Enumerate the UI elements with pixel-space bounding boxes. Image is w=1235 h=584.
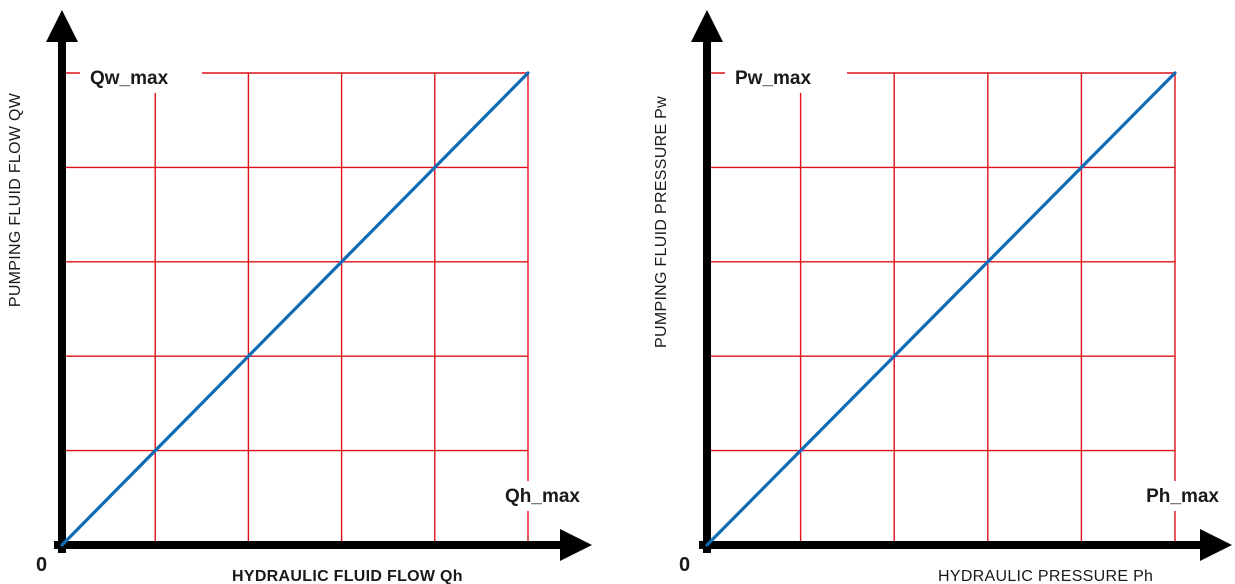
flow-chart-x-axis-arrow-icon (560, 529, 592, 561)
pressure-chart-x-max-label: Ph_max (1146, 486, 1219, 507)
pressure-chart-y-axis-arrow-icon (691, 10, 723, 42)
pressure-chart-x-max-label-background (1115, 481, 1229, 511)
pressure-chart-series (705, 71, 1177, 547)
pressure-chart-y-max-label: Pw_max (735, 68, 811, 89)
flow-chart-series-line (60, 71, 530, 547)
pressure-chart-grid (707, 72, 1176, 545)
flow-chart-x-max-label-background (468, 481, 590, 511)
flow-chart-label-backgrounds (80, 63, 590, 511)
flow-chart-y-max-label-background (80, 63, 202, 93)
pressure-chart-y-max-label-background (725, 63, 847, 93)
pressure-chart-x-axis-title: HYDRAULIC PRESSURE Ph (938, 568, 1153, 584)
flow-chart-origin-label: 0 (36, 554, 47, 576)
flow-chart-y-max-label: Qw_max (90, 68, 169, 89)
flow-chart-series (60, 71, 530, 547)
flow-chart-y-axis-arrow-icon (46, 10, 78, 42)
flow-chart-x-axis-title: HYDRAULIC FLUID FLOW Qh (232, 568, 463, 584)
flow-chart: Qw_max Qh_max 0 HYDRAULIC FLUID FLOW Qh … (7, 10, 592, 584)
pressure-chart-y-axis-title: PUMPING FLUID PRESSURE Pw (653, 96, 670, 348)
pressure-chart-x-axis-arrow-icon (1200, 529, 1232, 561)
flow-chart-x-max-label: Qh_max (505, 486, 580, 507)
flow-chart-grid (62, 72, 529, 545)
flow-chart-y-axis-title: PUMPING FLUID FLOW QW (7, 92, 24, 307)
pressure-chart: Pw_max Ph_max 0 HYDRAULIC PRESSURE Ph PU… (653, 10, 1232, 584)
pressure-chart-label-backgrounds (725, 63, 1229, 511)
pressure-chart-origin-label: 0 (679, 554, 690, 576)
pressure-chart-series-line (705, 71, 1177, 547)
